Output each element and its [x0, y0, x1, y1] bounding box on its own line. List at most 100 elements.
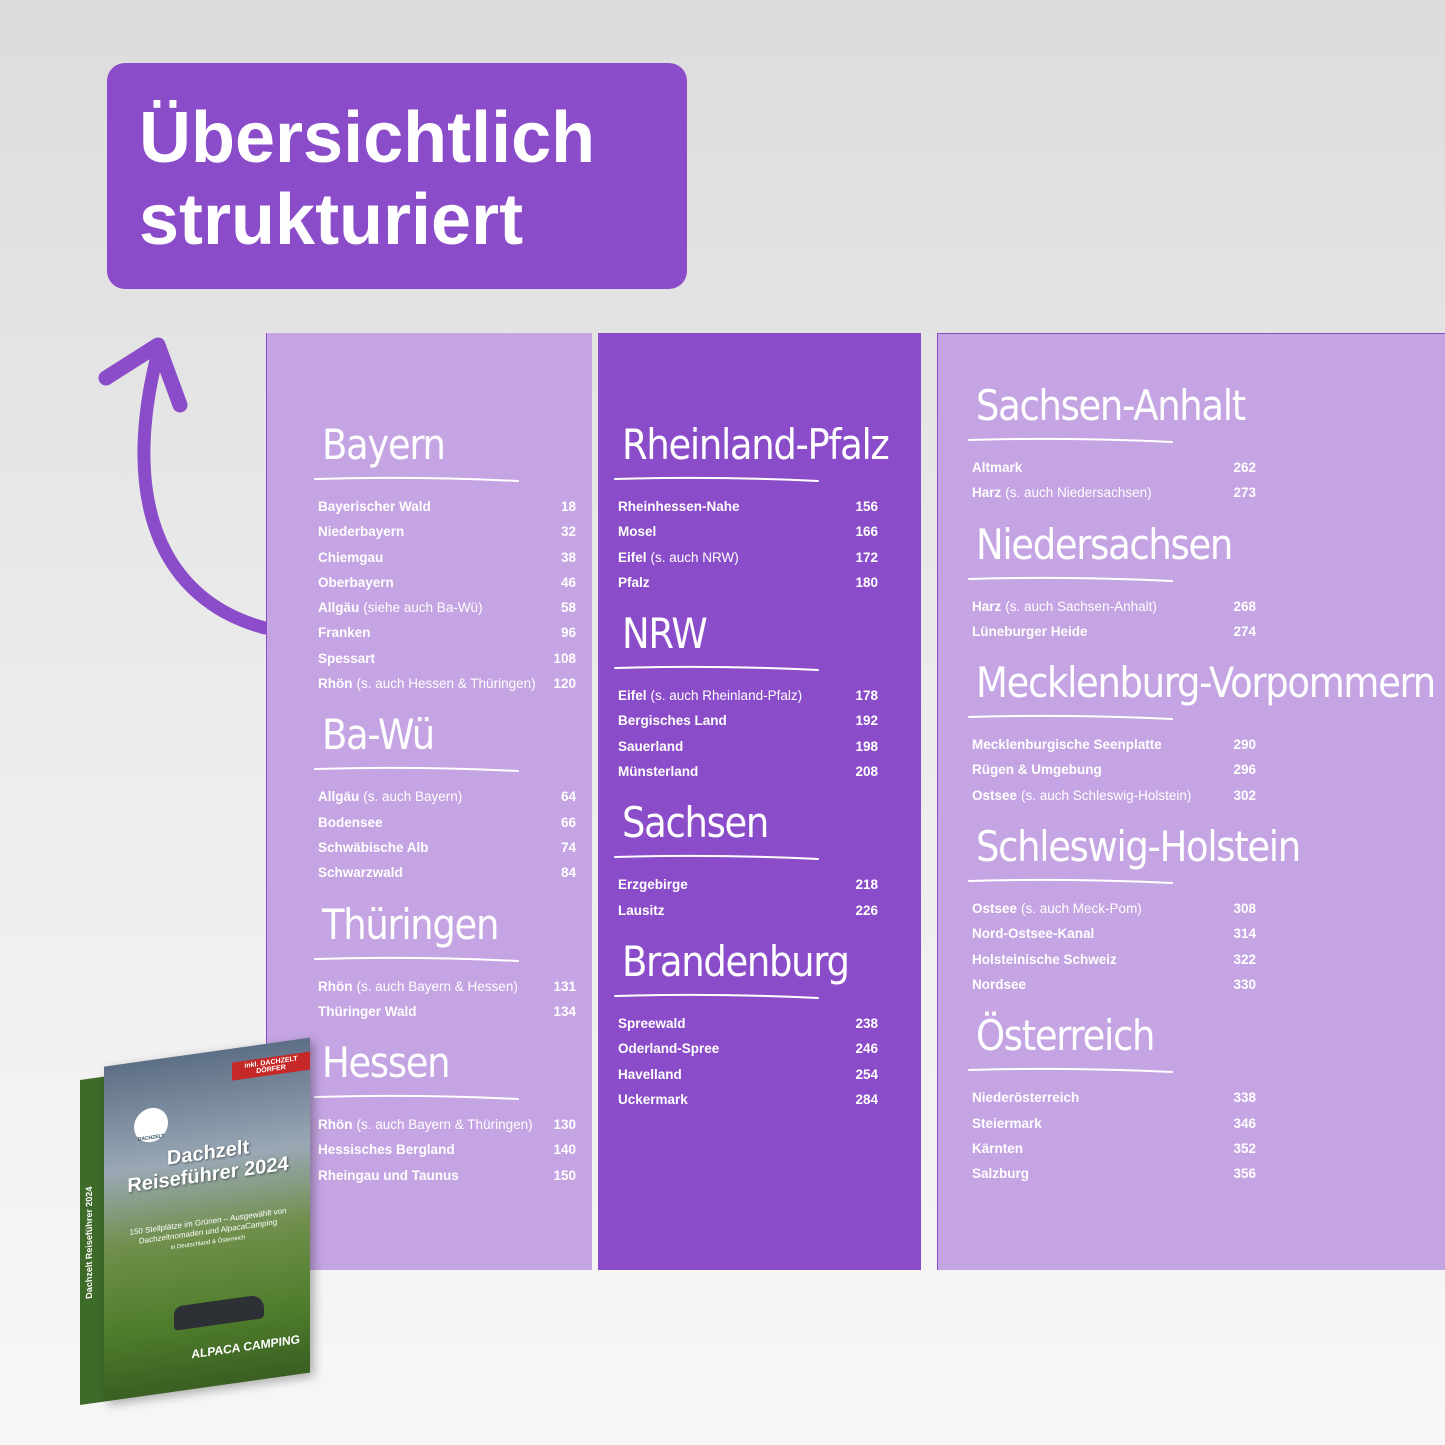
- entry-name: Lüneburger Heide: [972, 623, 1088, 639]
- arrow: [98, 337, 272, 635]
- toc-entry: Lüneburger Heide 274: [972, 619, 1256, 644]
- entry-page: 134: [553, 1003, 576, 1019]
- entry-page: 322: [1233, 951, 1256, 967]
- toc-section: Bayern Bayerischer Wald 18 Niederbayern 32 Ch…: [314, 420, 576, 696]
- toc-section: Brandenburg Spreewald 238 Oderland-Spree 246…: [614, 936, 878, 1112]
- section-title: Thüringen: [322, 899, 499, 949]
- entry-name: Franken: [318, 625, 371, 641]
- headline: Übersichtlich strukturiert: [107, 63, 687, 289]
- entry-name: Rhön: [318, 1117, 353, 1133]
- entry-name: Spreewald: [618, 1015, 686, 1031]
- headline-line: Übersichtlich: [139, 98, 596, 178]
- toc-entry: Münsterland 208: [618, 759, 878, 784]
- toc-section: Ba-Wü Allgäu (s. auch Bayern) 64 Bodensee 66 S…: [314, 710, 576, 885]
- entry-name: Harz: [972, 598, 1002, 614]
- toc-entry: Lausitz 226: [618, 898, 878, 923]
- entry-name: Steiermark: [972, 1115, 1042, 1131]
- entry-name: Ostsee: [972, 901, 1018, 917]
- toc-entry: Kärnten 352: [972, 1136, 1256, 1161]
- entry-page: 274: [1233, 623, 1256, 639]
- section-head: Sachsen-Anhalt: [968, 381, 1256, 455]
- entry-page: 254: [855, 1066, 878, 1082]
- entry-page: 156: [855, 499, 878, 514]
- entry-page: 284: [855, 1091, 878, 1107]
- toc-entry: Eifel (s. auch Rheinland-Pfalz) 178: [618, 683, 878, 708]
- entry-page: 330: [1233, 976, 1256, 992]
- section-title: Mecklenburg-Vorpommern: [976, 658, 1436, 708]
- toc-entry: Mosel 166: [618, 519, 878, 544]
- section-head: Brandenburg: [614, 936, 878, 1011]
- toc-entry: Uckermark 284: [618, 1087, 878, 1112]
- section-head: Hessen: [314, 1038, 576, 1112]
- toc-section: Rheinland-Pfalz Rheinhessen-Nahe 156 Mosel 1…: [614, 420, 890, 595]
- section-title: Rheinland-Pfalz: [622, 420, 890, 469]
- entry-name: Harz: [972, 485, 1002, 501]
- section-underline: [314, 476, 519, 482]
- toc-entry: Ostsee (s. auch Meck-Pom) 308: [972, 896, 1256, 921]
- section-head: Sachsen: [614, 798, 878, 872]
- book-brand: ALPACA CAMPING: [191, 1332, 300, 1362]
- toc-entry: Harz (s. auch Niedersachsen) 273: [972, 480, 1256, 505]
- section-head: Rheinland-Pfalz: [614, 420, 890, 494]
- toc-section: Mecklenburg-Vorpommern Mecklenburgische S…: [968, 658, 1436, 808]
- entry-name: Mosel: [618, 524, 657, 540]
- book-spine-text: Dachzelt Reiseführer 2024: [84, 1185, 94, 1300]
- entry-name: Kärnten: [972, 1140, 1024, 1156]
- book-cover: inkl. DACHZELT DÖRFER DACHZELT Dachzelt …: [104, 1037, 310, 1402]
- entry-page: 314: [1233, 926, 1256, 942]
- entry-name: Bayerischer Wald: [318, 499, 431, 514]
- toc-entry: Oderland-Spree 246: [618, 1036, 878, 1061]
- toc-entry: Holsteinische Schweiz 322: [972, 947, 1256, 972]
- toc-entry: Allgäu (siehe auch Ba-Wü) 58: [318, 595, 576, 620]
- toc-entry: Steiermark 346: [972, 1111, 1256, 1136]
- entry-page: 131: [553, 978, 576, 994]
- book-car: [174, 1294, 264, 1331]
- entry-note: (s. auch Sachsen-Anhalt): [1005, 598, 1157, 614]
- entry-page: 302: [1233, 787, 1256, 803]
- toc-section: Hessen Rhön (s. auch Bayern & Thüringen) 13…: [314, 1038, 576, 1188]
- toc-entry: Schwarzwald 84: [318, 860, 576, 885]
- entry-page: 32: [560, 524, 576, 540]
- section-head: Ba-Wü: [314, 710, 576, 784]
- entry-note: (s. auch Bayern & Hessen): [356, 978, 518, 994]
- entry-page: 178: [855, 688, 878, 704]
- section-underline: [968, 715, 1173, 721]
- entry-page: 74: [560, 839, 576, 855]
- toc-entry: Spessart 108: [318, 646, 576, 671]
- toc-section: NRW Eifel (s. auch Rheinland-Pfalz) 178 Berg…: [614, 609, 878, 784]
- entry-page: 338: [1233, 1090, 1256, 1106]
- toc-section: Schleswig-Holstein Ostsee (s. auch Meck-Po…: [968, 822, 1301, 997]
- headline-line: strukturiert: [139, 180, 524, 260]
- entry-note: (s. auch Niedersachsen): [1005, 485, 1152, 501]
- entry-page: 226: [855, 902, 878, 918]
- section-underline: [314, 767, 519, 773]
- section-underline: [968, 576, 1173, 582]
- entry-name: Eifel: [618, 549, 647, 565]
- entry-name: Eifel: [618, 688, 647, 704]
- section-title: Brandenburg: [622, 936, 850, 986]
- entry-note: (s. auch Schleswig-Holstein): [1021, 787, 1192, 803]
- entry-page: 38: [560, 549, 576, 565]
- entry-page: 346: [1233, 1115, 1256, 1131]
- book-spine: Dachzelt Reiseführer 2024: [80, 1076, 104, 1405]
- entry-page: 172: [855, 549, 878, 565]
- entry-page: 268: [1233, 598, 1256, 614]
- toc-entry: Pfalz 180: [618, 570, 878, 595]
- section-underline: [968, 437, 1173, 443]
- entry-name: Pfalz: [618, 574, 650, 590]
- toc-entry: Mecklenburgische Seenplatte 290: [972, 732, 1256, 757]
- entry-page: 130: [553, 1117, 576, 1133]
- section-underline: [614, 993, 819, 999]
- book-logo: DACHZELT: [134, 1105, 168, 1145]
- entry-page: 238: [855, 1015, 878, 1031]
- entry-page: 262: [1233, 460, 1256, 475]
- section-underline: [614, 666, 819, 672]
- toc-entry: Erzgebirge 218: [618, 872, 878, 897]
- entry-name: Oderland-Spree: [618, 1041, 720, 1057]
- entry-name: Rheinhessen-Nahe: [618, 499, 740, 514]
- entry-name: Schwarzwald: [318, 865, 403, 881]
- book-ribbon: inkl. DACHZELT DÖRFER: [232, 1051, 310, 1081]
- entry-page: 208: [855, 764, 878, 780]
- toc-entry: Ostsee (s. auch Schleswig-Holstein) 302: [972, 783, 1256, 808]
